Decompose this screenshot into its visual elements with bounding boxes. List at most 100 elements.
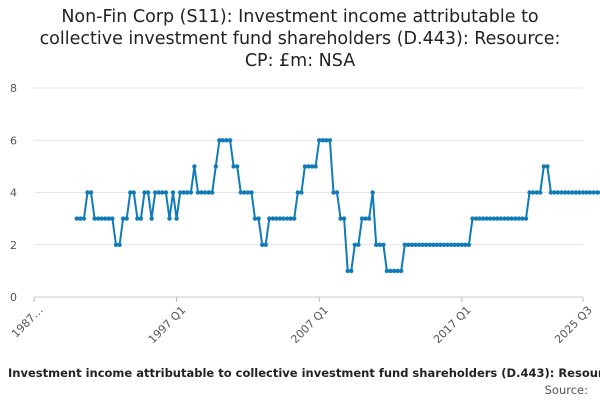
data-point (324, 138, 329, 143)
source-label: Source: (544, 383, 588, 397)
y-tick-label: 0 (10, 291, 17, 304)
data-point (252, 216, 258, 221)
data-point (338, 216, 343, 221)
data-point (395, 268, 400, 274)
data-point (391, 268, 397, 274)
data-point (96, 216, 101, 221)
data-point (192, 164, 197, 169)
data-point (541, 164, 546, 169)
data-point (181, 190, 186, 195)
data-point (313, 164, 318, 169)
data-point (145, 190, 151, 195)
data-point (327, 138, 333, 143)
data-point (545, 164, 550, 169)
data-point (142, 190, 147, 195)
data-point (427, 242, 432, 247)
data-point (341, 216, 347, 221)
data-point (463, 242, 468, 247)
data-point (438, 242, 443, 247)
data-point (481, 216, 486, 221)
data-point (99, 216, 104, 221)
data-point (566, 190, 571, 195)
y-tick-label: 6 (10, 134, 17, 147)
data-point (352, 242, 357, 247)
data-point (520, 216, 525, 221)
data-point (345, 268, 350, 274)
data-point (153, 190, 158, 195)
data-point (202, 190, 208, 195)
data-point (238, 190, 243, 195)
data-point (92, 216, 97, 221)
data-point (573, 190, 579, 195)
data-point (470, 216, 475, 221)
data-point (210, 190, 215, 195)
data-point (81, 216, 87, 221)
data-point (587, 190, 593, 195)
data-point (185, 190, 190, 195)
x-tick-label: 2007 Q1 (288, 304, 331, 347)
data-point (227, 138, 233, 143)
y-tick-label: 2 (10, 239, 17, 252)
data-point (131, 190, 136, 195)
data-point (306, 164, 311, 169)
data-point (570, 190, 575, 195)
data-point (409, 242, 415, 247)
data-point (349, 268, 354, 274)
data-point (74, 216, 80, 221)
data-point (149, 216, 154, 221)
data-point (320, 138, 325, 143)
data-point (224, 138, 229, 143)
data-point (363, 216, 368, 221)
data-point (591, 190, 596, 195)
chart-title-line: collective investment fund shareholders … (39, 29, 561, 49)
data-point (167, 216, 172, 221)
data-point (559, 190, 564, 195)
data-point (488, 216, 493, 221)
data-point (256, 216, 261, 221)
data-point (302, 164, 308, 169)
data-point (406, 242, 411, 247)
data-point (170, 190, 176, 195)
data-point (178, 190, 183, 195)
data-point (160, 190, 165, 195)
data-point (163, 190, 169, 195)
data-point (384, 268, 390, 274)
data-point (128, 190, 133, 195)
data-point (513, 216, 518, 221)
data-point (309, 164, 315, 169)
data-point (206, 190, 211, 195)
data-point (288, 216, 293, 221)
data-point (331, 190, 336, 195)
data-point (530, 190, 536, 195)
data-point (473, 216, 479, 221)
data-point (270, 216, 276, 221)
chart-title: Non-Fin Corp (S11): Investment income at… (0, 6, 600, 72)
data-point (299, 190, 304, 195)
data-point (477, 216, 482, 221)
data-point (78, 216, 83, 221)
data-point (188, 190, 194, 195)
data-point (555, 190, 561, 195)
data-point (117, 242, 122, 247)
data-point (366, 216, 372, 221)
data-point (448, 242, 454, 247)
data-point (199, 190, 204, 195)
data-point (317, 138, 322, 143)
data-point (452, 242, 457, 247)
data-point (466, 242, 472, 247)
data-point (138, 216, 144, 221)
data-point (577, 190, 582, 195)
data-point (260, 242, 265, 247)
data-point (416, 242, 422, 247)
data-point (595, 190, 600, 195)
data-point (505, 216, 511, 221)
x-tick-label: 1997 Q1 (146, 304, 189, 347)
data-point (498, 216, 504, 221)
data-point (527, 190, 532, 195)
data-point (249, 190, 254, 195)
data-point (584, 190, 589, 195)
data-point (242, 190, 247, 195)
data-point (381, 242, 386, 247)
data-point (267, 216, 272, 221)
